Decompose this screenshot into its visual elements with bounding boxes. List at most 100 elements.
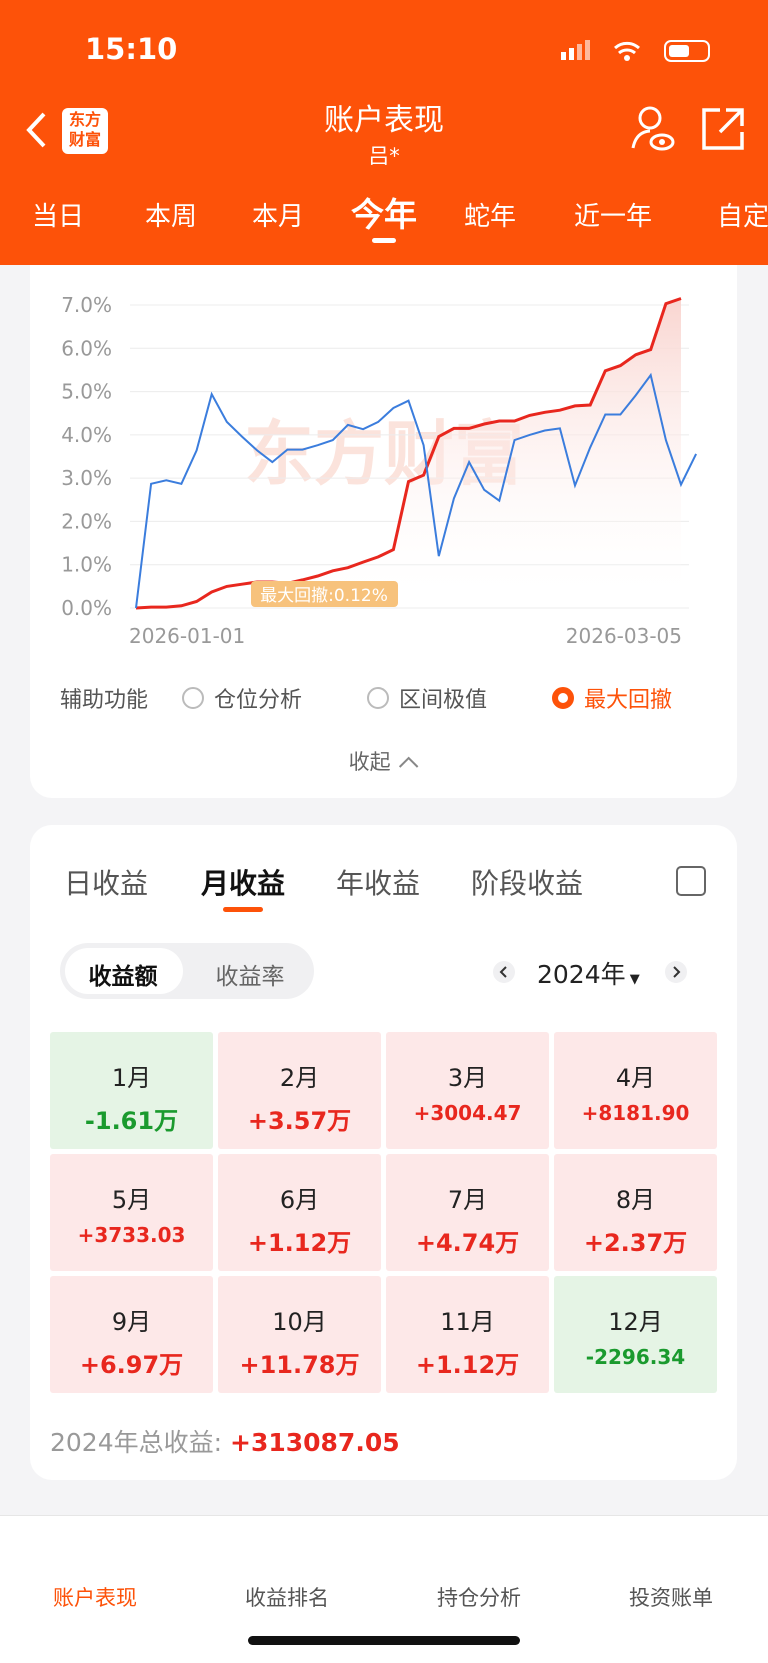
header: 15:10 东方 财富 账户表现 吕* 当日 本周 本月 今年 蛇年 近一年 自定	[0, 0, 768, 265]
returns-tab[interactable]: 阶段收益	[470, 867, 584, 900]
month-value: +1.12万	[247, 1229, 352, 1257]
month-label: 9月	[111, 1308, 152, 1336]
month-value: +2.37万	[583, 1229, 688, 1257]
line	[135, 372, 697, 609]
nav-label[interactable]: 账户表现	[53, 1586, 137, 1610]
line	[135, 297, 682, 610]
status-time: 15:10	[85, 32, 178, 66]
tab-indicator	[223, 907, 263, 912]
month-label: 12月	[608, 1308, 663, 1336]
month-value: +6.97万	[79, 1351, 184, 1379]
nav-label[interactable]: 收益排名	[245, 1586, 329, 1610]
returns-tab[interactable]: 日收益	[63, 867, 149, 900]
total-value: +313087.05	[230, 1428, 400, 1457]
page-subtitle: 吕*	[368, 144, 400, 168]
toggle-option[interactable]: 收益率	[215, 964, 285, 990]
status-icons	[561, 40, 710, 62]
export-icon[interactable]	[676, 866, 706, 896]
returns-tab[interactable]: 年收益	[335, 867, 421, 900]
radio	[552, 687, 574, 709]
month-cell[interactable]: 2月 +3.57万	[218, 1032, 381, 1149]
month-label: 2月	[279, 1064, 320, 1092]
month-label: 1月	[111, 1064, 152, 1092]
tab[interactable]: 今年	[351, 195, 417, 234]
aux-label: 辅助功能	[60, 688, 149, 713]
month-label: 11月	[440, 1308, 495, 1336]
month-cell[interactable]: 12月 -2296.34	[554, 1276, 717, 1393]
month-cell[interactable]: 1月 -1.61万	[50, 1032, 213, 1149]
area	[136, 298, 681, 608]
tab[interactable]: 本月	[251, 202, 305, 232]
month-value: +3004.47	[413, 1101, 522, 1125]
y-tick-label: 1.0%	[61, 553, 112, 577]
month-value: +3733.03	[77, 1223, 186, 1247]
aux-option[interactable]: 仓位分析	[182, 682, 302, 714]
y-tick-label: 6.0%	[61, 336, 112, 360]
logo: 东方 财富	[62, 108, 108, 154]
returns-tab[interactable]: 月收益	[200, 867, 286, 900]
y-tick-label: 0.0%	[61, 596, 112, 620]
tab[interactable]: 近一年	[573, 202, 653, 232]
month-label: 10月	[272, 1308, 327, 1336]
month-cell[interactable]: 6月 +1.12万	[218, 1154, 381, 1271]
month-cell[interactable]: 5月 +3733.03	[50, 1154, 213, 1271]
year-text: 2024年	[537, 960, 626, 989]
tab[interactable]: 本周	[144, 202, 198, 232]
month-cell[interactable]: 9月 +6.97万	[50, 1276, 213, 1393]
logo-text: 东方	[68, 110, 101, 129]
tab[interactable]: 当日	[31, 202, 85, 232]
month-label: 6月	[279, 1186, 320, 1214]
month-cell[interactable]: 10月 +11.78万	[218, 1276, 381, 1393]
month-label: 4月	[615, 1064, 656, 1092]
collapse-button[interactable]: 收起	[349, 746, 420, 776]
month-label: 8月	[615, 1186, 656, 1214]
month-value: -1.61万	[84, 1107, 179, 1135]
aux-option-text: 仓位分析	[214, 688, 303, 713]
month-value: -2296.34	[585, 1345, 686, 1369]
y-tick-label: 3.0%	[61, 466, 112, 490]
x-tick-label: 2026-01-01	[129, 624, 245, 648]
back-button[interactable]	[24, 110, 50, 150]
toggle-option[interactable]: 收益额	[88, 964, 158, 990]
tab-indicator	[372, 238, 396, 243]
logo-text: 财富	[68, 130, 101, 149]
annotation: 最大回撤:0.12%	[260, 586, 388, 606]
y-tick-label: 7.0%	[61, 293, 112, 317]
month-label: 7月	[447, 1186, 488, 1214]
y-tick-label: 4.0%	[61, 423, 112, 447]
month-value: +3.57万	[247, 1107, 352, 1135]
profile-button[interactable]	[630, 104, 676, 154]
radio	[367, 687, 389, 709]
y-tick-label: 5.0%	[61, 380, 112, 404]
month-cell[interactable]: 3月 +3004.47	[386, 1032, 549, 1149]
month-value: +1.12万	[415, 1351, 520, 1379]
aux-option[interactable]: 区间极值	[367, 682, 487, 714]
total: 2024年总收益: +313087.05	[50, 1423, 400, 1459]
nav-label[interactable]: 持仓分析	[437, 1586, 521, 1610]
share-button[interactable]	[700, 106, 746, 152]
aux-option[interactable]: 最大回撤	[552, 682, 672, 714]
month-label: 5月	[111, 1186, 152, 1214]
toggle-selected	[65, 948, 183, 994]
month-value: +8181.90	[581, 1101, 690, 1125]
year-select[interactable]: 2024年 ▼	[537, 955, 640, 991]
month-cell[interactable]: 4月 +8181.90	[554, 1032, 717, 1149]
y-tick-label: 2.0%	[61, 509, 112, 533]
month-label: 3月	[447, 1064, 488, 1092]
collapse-icon	[398, 756, 419, 768]
aux-option-text: 最大回撤	[584, 688, 673, 713]
collapse-text: 收起	[348, 750, 391, 774]
tab[interactable]: 自定	[716, 202, 768, 232]
month-cell[interactable]: 8月 +2.37万	[554, 1154, 717, 1271]
total-label: 2024年总收益:	[50, 1428, 223, 1457]
nav-label[interactable]: 投资账单	[629, 1586, 713, 1610]
radio	[182, 687, 204, 709]
home-indicator	[248, 1636, 520, 1645]
next-year[interactable]	[664, 960, 688, 984]
prev-year[interactable]	[492, 960, 516, 984]
chart: 东方财富0.0%1.0%2.0%3.0%4.0%5.0%6.0%7.0%2026…	[61, 293, 697, 648]
month-cell[interactable]: 7月 +4.74万	[386, 1154, 549, 1271]
tab[interactable]: 蛇年	[463, 202, 517, 232]
month-cell[interactable]: 11月 +1.12万	[386, 1276, 549, 1393]
